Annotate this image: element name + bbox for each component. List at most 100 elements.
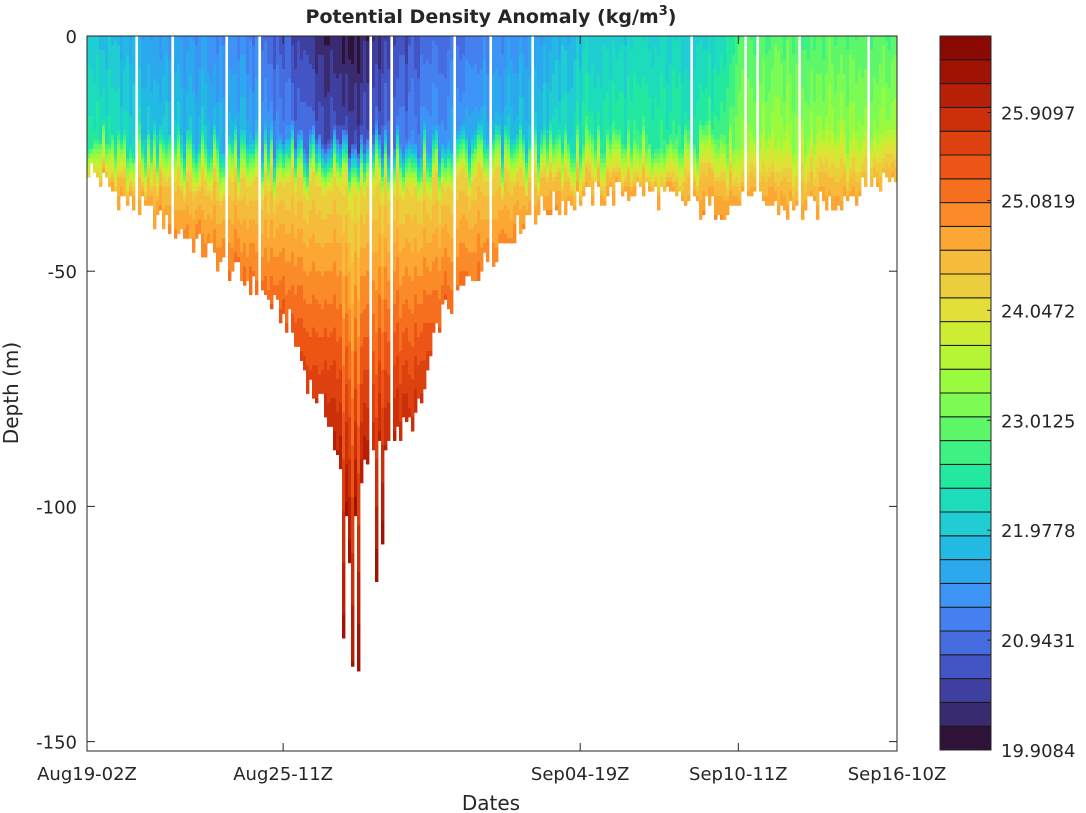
field-cell — [324, 148, 328, 154]
field-cell — [591, 144, 595, 154]
field-cell — [723, 134, 727, 145]
field-cell — [366, 369, 370, 409]
field-cell — [261, 172, 265, 178]
field-cell — [444, 78, 448, 131]
field-cell — [432, 144, 436, 150]
field-cell — [207, 233, 211, 244]
field-cell — [693, 153, 697, 159]
field-cell — [192, 181, 196, 187]
field-cell — [177, 101, 181, 126]
field-cell — [870, 139, 874, 150]
field-cell — [99, 36, 103, 51]
field-cell — [330, 148, 334, 154]
field-cell — [117, 139, 121, 145]
field-cell — [474, 144, 478, 150]
field-cell — [492, 36, 496, 75]
field-cell — [216, 167, 220, 173]
field-cell — [249, 36, 253, 42]
field-cell — [321, 36, 325, 56]
field-cell — [132, 172, 136, 178]
field-cell — [189, 158, 193, 164]
field-cell — [873, 36, 877, 79]
field-cell — [504, 68, 508, 107]
field-cell — [858, 181, 862, 192]
field-cell — [387, 374, 391, 404]
field-cell — [210, 172, 214, 178]
field-cell — [525, 172, 529, 178]
field-cell — [324, 219, 328, 244]
field-cell — [522, 153, 526, 159]
field-cell — [246, 163, 250, 169]
field-cell — [372, 421, 376, 451]
field-cell — [810, 36, 814, 70]
field-cell — [411, 379, 415, 418]
field-cell — [447, 139, 451, 145]
field-cell — [159, 59, 163, 103]
field-cell — [102, 148, 106, 154]
field-cell — [465, 148, 469, 154]
field-cell — [189, 153, 193, 159]
field-cell — [702, 191, 706, 211]
field-cell — [837, 139, 841, 150]
field-cell — [261, 163, 265, 169]
field-cell — [456, 285, 460, 291]
field-cell — [396, 228, 400, 258]
field-cell — [375, 417, 379, 460]
field-cell — [189, 191, 193, 216]
field-cell — [606, 36, 610, 51]
field-cell — [492, 172, 496, 178]
field-cell — [279, 177, 283, 183]
field-cell — [375, 36, 379, 65]
field-cell — [393, 181, 397, 187]
field-cell — [396, 322, 400, 357]
field-cell — [747, 191, 751, 197]
field-cell — [366, 167, 370, 173]
field-cell — [738, 148, 742, 159]
field-cell — [633, 36, 637, 75]
field-cell — [399, 318, 403, 352]
field-cell — [120, 144, 124, 150]
field-cell — [507, 191, 511, 211]
field-cell — [180, 134, 184, 145]
field-cell — [270, 134, 274, 140]
field-cell — [624, 177, 628, 183]
field-cell — [342, 153, 346, 159]
field-cell — [849, 139, 853, 150]
x-tick-label: Aug19-02Z — [37, 764, 137, 785]
field-cell — [840, 200, 844, 211]
field-cell — [729, 191, 733, 206]
field-cell — [813, 144, 817, 154]
field-cell — [507, 167, 511, 173]
field-cell — [387, 163, 391, 169]
field-cell — [339, 163, 343, 169]
field-cell — [834, 148, 838, 159]
field-cell — [705, 134, 709, 140]
field-cell — [780, 115, 784, 150]
field-cell — [375, 163, 379, 187]
field-cell — [291, 36, 295, 46]
field-cell — [477, 186, 481, 211]
field-cell — [810, 130, 814, 140]
field-cell — [378, 139, 382, 145]
field-cell — [393, 172, 397, 178]
field-cell — [252, 200, 256, 220]
field-cell — [522, 139, 526, 145]
field-cell — [540, 172, 544, 178]
field-cell — [861, 144, 865, 154]
field-cell — [99, 177, 103, 183]
field-cell — [807, 59, 811, 107]
field-cell — [720, 144, 724, 154]
field-cell — [321, 247, 325, 277]
field-cell — [543, 134, 547, 140]
field-cell — [315, 163, 319, 169]
field-cell — [159, 158, 163, 164]
field-cell — [714, 172, 718, 178]
field-cell — [186, 50, 190, 93]
field-cell — [312, 148, 316, 154]
field-cell — [207, 172, 211, 178]
field-cell — [279, 224, 283, 253]
field-cell — [717, 172, 721, 178]
field-cell — [252, 148, 256, 154]
field-cell — [894, 54, 898, 98]
field-cell — [297, 318, 301, 347]
